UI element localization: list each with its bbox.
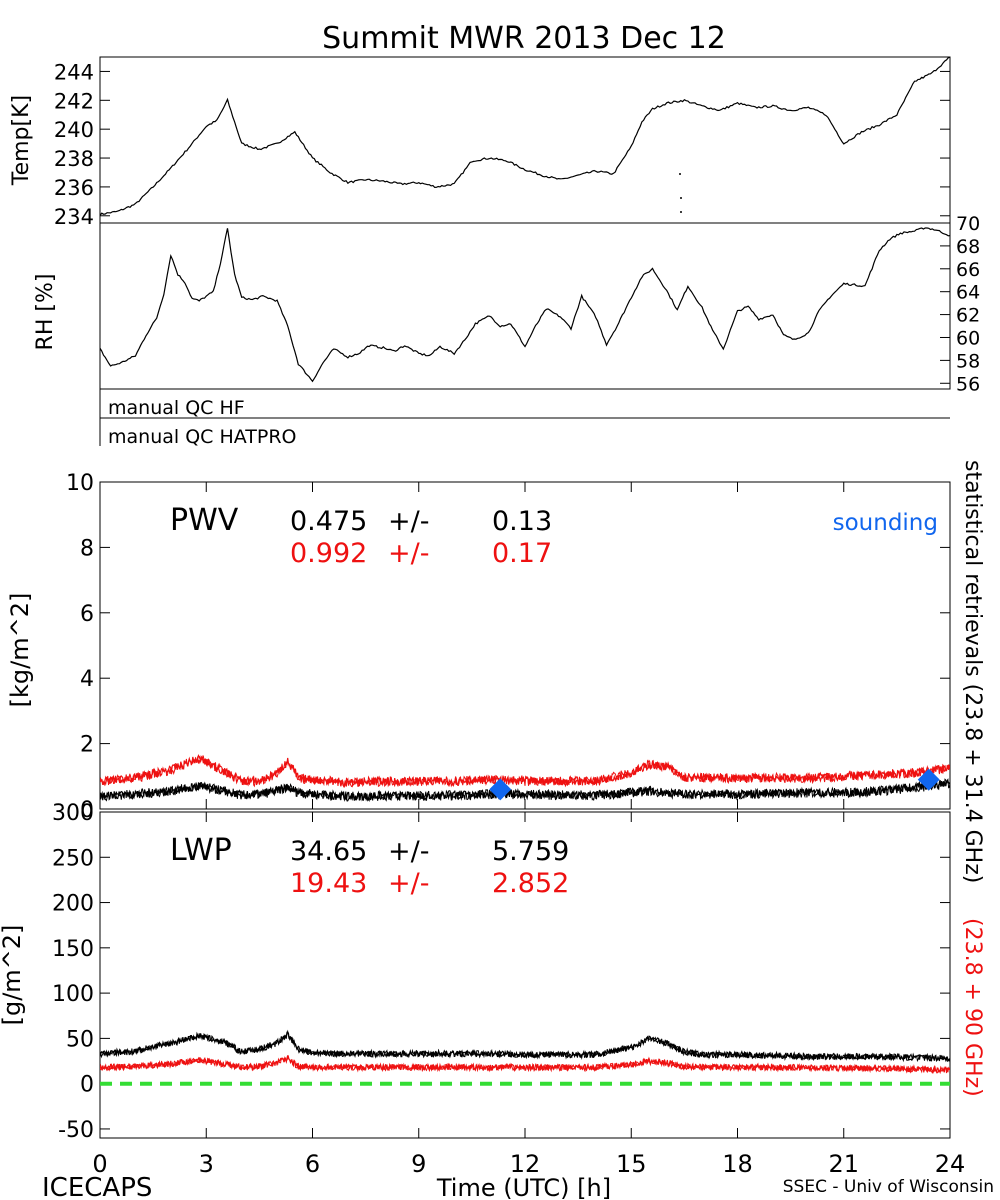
y-tick-label: 66 bbox=[956, 259, 980, 281]
y-tick-label: 234 bbox=[54, 205, 94, 229]
y-tick-label: 150 bbox=[52, 937, 94, 962]
pwv-title: PWV bbox=[170, 503, 239, 538]
y-tick-label: 300 bbox=[52, 801, 94, 826]
y-tick-label: 250 bbox=[52, 846, 94, 871]
qc-hatpro-label: manual QC HATPRO bbox=[108, 426, 297, 448]
y-tick-label: 10 bbox=[66, 471, 94, 496]
y-tick-label: 50 bbox=[66, 1027, 94, 1052]
sounding-marker bbox=[917, 768, 940, 791]
temperature-outlier-dot bbox=[680, 211, 682, 213]
y-tick-label: 8 bbox=[80, 536, 94, 561]
sounding-legend-label: sounding bbox=[833, 510, 938, 536]
x-tick-label: 18 bbox=[722, 1150, 753, 1178]
x-tick-label: 12 bbox=[510, 1150, 541, 1178]
y-tick-label: 0 bbox=[80, 1073, 94, 1098]
footer-left: ICECAPS bbox=[42, 1173, 152, 1200]
temperature-frame bbox=[99, 56, 951, 224]
y-tick-label: 242 bbox=[54, 89, 94, 113]
x-tick-label: 3 bbox=[199, 1150, 214, 1178]
x-axis-label: Time (UTC) [h] bbox=[436, 1174, 611, 1200]
y-tick-label: 64 bbox=[956, 282, 980, 304]
y-tick-label: 240 bbox=[54, 118, 94, 142]
figure-title: Summit MWR 2013 Dec 12 bbox=[322, 21, 726, 56]
pwv-series bbox=[100, 754, 950, 803]
x-tick-label: 0 bbox=[92, 1150, 107, 1178]
y-tick-label: 244 bbox=[54, 60, 94, 84]
rh-series bbox=[100, 227, 950, 383]
x-axis-ticks: 0 3 6 9 12 15 18 21 24 bbox=[92, 482, 965, 1178]
lwp-black-mean: 34.65 bbox=[290, 836, 367, 867]
pwv-series-band-0 bbox=[100, 778, 950, 803]
pwv-black-std: 0.13 bbox=[492, 506, 552, 537]
y-tick-label: 56 bbox=[956, 373, 980, 395]
y-tick-label: 238 bbox=[54, 147, 94, 171]
pwv-y-label: [kg/m^2] bbox=[6, 593, 34, 708]
temperature-y-ticks: 234 236 238 240 242 244 bbox=[54, 60, 950, 229]
pwv-red-std: 0.17 bbox=[492, 538, 552, 569]
lwp-red-std: 2.852 bbox=[492, 868, 569, 899]
lwp-red-sep: +/- bbox=[388, 868, 429, 899]
qc-hf-label: manual QC HF bbox=[108, 397, 245, 419]
temperature-y-label: Temp[K] bbox=[9, 95, 34, 186]
temperature-outlier-dot bbox=[679, 173, 681, 175]
temperature-series bbox=[100, 57, 950, 216]
y-tick-label: -50 bbox=[58, 1118, 94, 1143]
rh-series-line-0 bbox=[100, 227, 950, 383]
lwp-series-band-1 bbox=[100, 1054, 950, 1074]
pwv-y-ticks: 0 2 4 6 8 10 bbox=[66, 471, 950, 823]
y-tick-label: 62 bbox=[956, 305, 980, 327]
manual-qc-panel: manual QC HF manual QC HATPRO bbox=[99, 389, 950, 448]
temperature-series-line-0 bbox=[100, 57, 950, 216]
sounding-marker bbox=[489, 778, 512, 801]
right-label-red: (23.8 + 90 GHz) bbox=[960, 918, 985, 1097]
y-tick-label: 60 bbox=[956, 327, 980, 349]
lwp-series-band-0 bbox=[100, 1029, 950, 1063]
pwv-red-mean: 0.992 bbox=[290, 538, 367, 569]
rh-frame bbox=[99, 222, 951, 390]
y-tick-label: 200 bbox=[52, 892, 94, 917]
pwv-panel: 0 2 4 6 8 10 [kg/m^2] PWV 0.475 +/- 0.13 0.99… bbox=[6, 471, 951, 823]
x-tick-label: 15 bbox=[616, 1150, 647, 1178]
y-tick-label: 70 bbox=[956, 213, 980, 235]
pwv-series-band-1 bbox=[100, 754, 950, 788]
lwp-black-sep: +/- bbox=[388, 836, 429, 867]
temperature-panel: 234 236 238 240 242 244 Temp[K] bbox=[9, 56, 951, 229]
lwp-y-ticks: -50 0 50 100 150 200 250 300 bbox=[52, 801, 950, 1143]
lwp-red-mean: 19.43 bbox=[290, 868, 367, 899]
lwp-series bbox=[100, 1029, 950, 1086]
x-tick-label: 24 bbox=[935, 1150, 966, 1178]
y-tick-label: 6 bbox=[80, 602, 94, 627]
y-tick-label: 58 bbox=[956, 350, 980, 372]
y-tick-label: 236 bbox=[54, 176, 94, 200]
x-tick-label: 21 bbox=[828, 1150, 859, 1178]
temperature-outlier-dot bbox=[680, 197, 682, 199]
x-tick-label: 6 bbox=[305, 1150, 320, 1178]
pwv-series-line-0 bbox=[100, 779, 950, 802]
y-tick-label: 2 bbox=[80, 733, 94, 758]
lwp-y-label: [g/m^2] bbox=[0, 925, 26, 1026]
y-tick-label: 0 bbox=[80, 798, 94, 823]
right-label-black: statistical retrievals (23.8 + 31.4 GHz) bbox=[960, 460, 985, 883]
rh-y-label: RH [%] bbox=[33, 274, 58, 351]
lwp-title: LWP bbox=[170, 833, 232, 868]
y-tick-label: 4 bbox=[80, 667, 94, 692]
pwv-red-sep: +/- bbox=[388, 538, 429, 569]
lwp-black-std: 5.759 bbox=[492, 836, 569, 867]
pwv-black-mean: 0.475 bbox=[290, 506, 367, 537]
footer-right: SSEC - Univ of Wisconsin bbox=[783, 1177, 994, 1197]
y-tick-label: 68 bbox=[956, 236, 980, 258]
pwv-black-sep: +/- bbox=[388, 506, 429, 537]
x-tick-label: 9 bbox=[411, 1150, 426, 1178]
y-tick-label: 100 bbox=[52, 982, 94, 1007]
